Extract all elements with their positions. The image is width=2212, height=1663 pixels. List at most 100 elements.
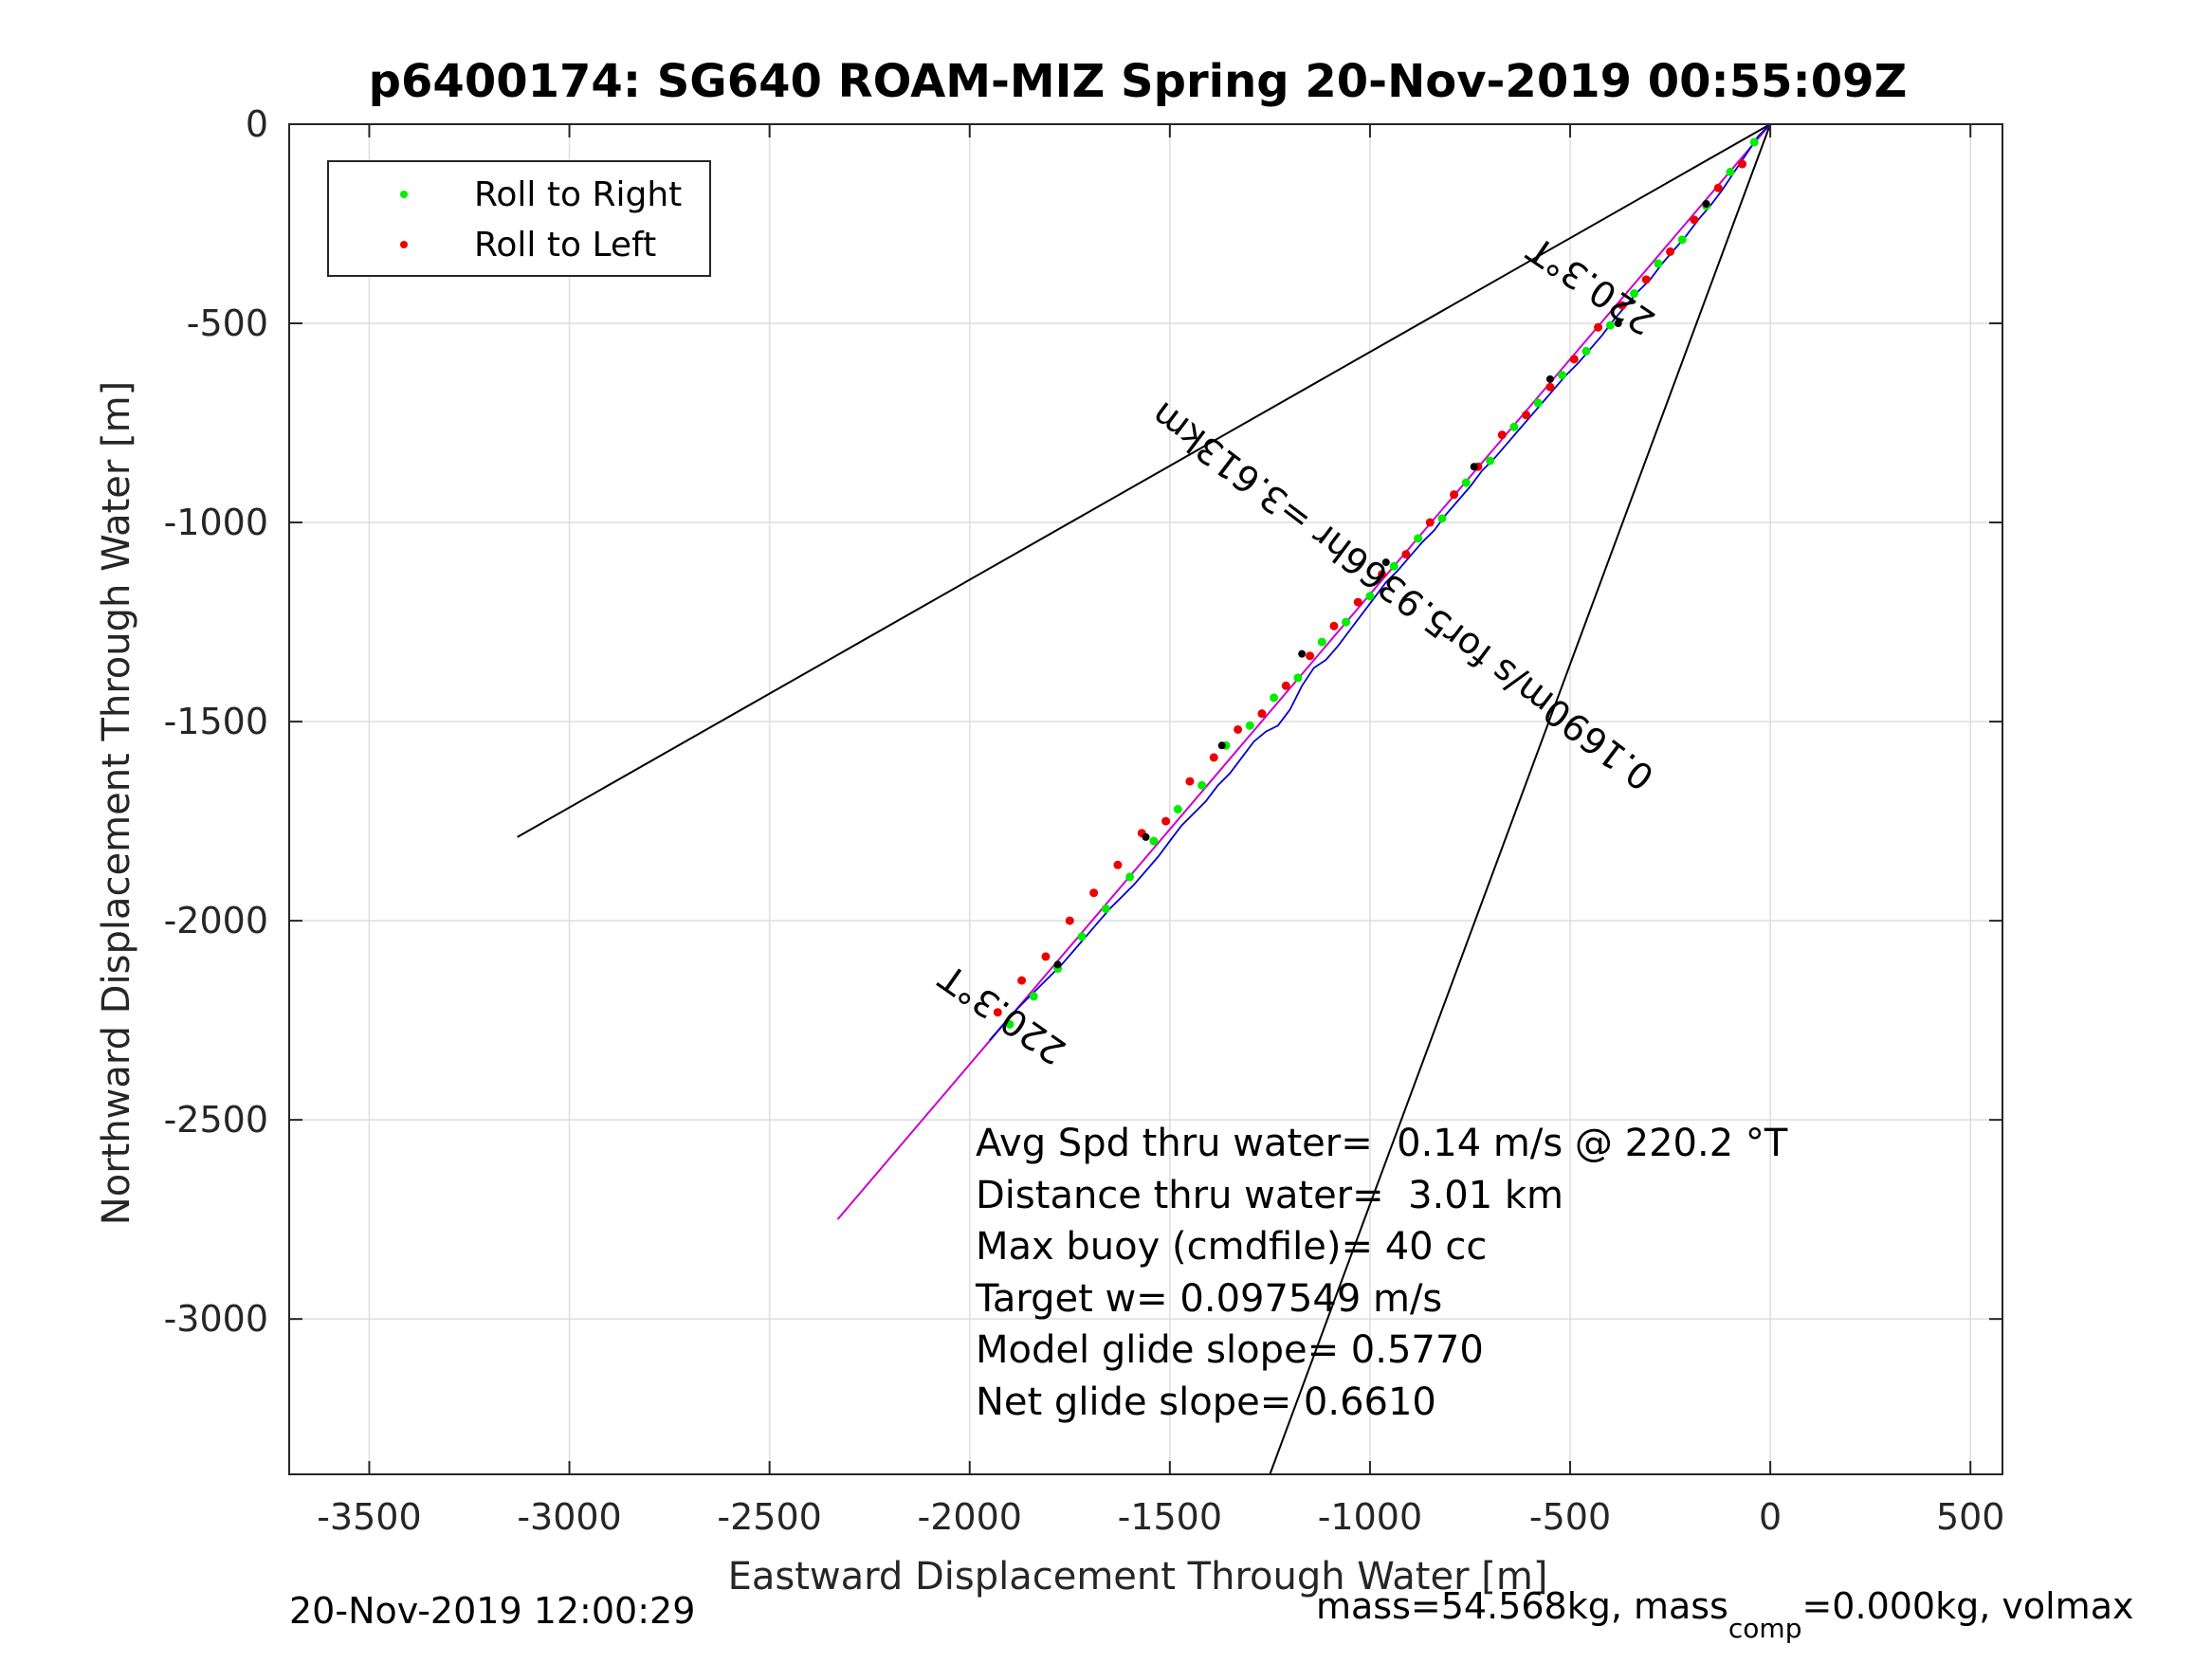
ticks-layer: -3500 -3000 -2500 -2000 -1500 -1000 -500 0 500 0 -… (164, 103, 2005, 1538)
annotations-layer: 220.3°T0.1690m/s for5.9366hr =3.613km220… (931, 228, 1662, 1072)
roll-left-point (1161, 816, 1171, 826)
stat-target-w: Target w= 0.097549 m/s (975, 1277, 1442, 1321)
y-tick-label: -2500 (164, 1099, 268, 1141)
roll-left-point (1353, 597, 1362, 607)
roll-right-point (1389, 561, 1398, 571)
roll-right-point (1533, 398, 1543, 408)
roll-right-point (1365, 592, 1375, 601)
plot-frame (288, 123, 2003, 1475)
cone-upper-line (517, 123, 1771, 838)
roll-right-point (1197, 780, 1207, 790)
roll-left-point (1594, 322, 1603, 332)
chart-title: p6400174: SG640 ROAM-MIZ Spring 20-Nov-2… (369, 55, 1908, 108)
legend-marker-roll-right (400, 191, 408, 198)
stat-model-glide-slope: Model glide slope= 0.5770 (976, 1328, 1484, 1372)
x-tick-label: 0 (1759, 1496, 1782, 1538)
roll-right-point (1509, 422, 1519, 431)
roll-right-point (1077, 932, 1087, 941)
roll-right-point (1293, 673, 1303, 683)
x-tick-label: -3500 (317, 1496, 421, 1538)
y-tick-label: -3000 (164, 1298, 268, 1340)
y-tick-label: 0 (246, 103, 268, 145)
roll-right-point (1125, 872, 1135, 882)
roll-left-point (1185, 777, 1195, 786)
roll-left-point (1569, 355, 1579, 364)
y-tick-label: -2000 (164, 900, 268, 941)
y-axis-label: Northward Displacement Through Water [m] (95, 381, 138, 1225)
roll-left-point (1281, 681, 1290, 690)
roll-right-point (1630, 289, 1639, 299)
roll-left-point (1041, 952, 1051, 961)
roll-left-point (1522, 411, 1531, 420)
roll-left-point (1690, 215, 1699, 225)
x-tick-label: 500 (1936, 1496, 2005, 1538)
pitch-point (1614, 320, 1622, 328)
x-tick-label: -3000 (517, 1496, 621, 1538)
pitch-point (1545, 375, 1554, 383)
stats-block: Avg Spd thru water= 0.14 m/s @ 220.2 °T … (975, 1122, 1788, 1424)
y-tick-label: -1000 (164, 502, 268, 543)
roll-right-point (1605, 320, 1615, 330)
roll-right-point (1677, 235, 1687, 245)
pitch-point (1470, 463, 1478, 471)
roll-left-point (1089, 888, 1099, 898)
roll-left-point (1641, 275, 1651, 284)
roll-left-point (1065, 916, 1074, 925)
x-tick-label: -2500 (717, 1496, 821, 1538)
x-tick-label: -1000 (1318, 1496, 1422, 1538)
roll-left-point (1618, 301, 1627, 310)
footer-mass-suffix: =0.000kg, volmax (1801, 1585, 2133, 1627)
stat-net-glide-slope: Net glide slope= 0.6610 (976, 1380, 1436, 1424)
roll-right-point (1749, 137, 1759, 147)
stat-avg-speed: Avg Spd thru water= 0.14 m/s @ 220.2 °T (976, 1122, 1788, 1165)
roll-left-point (1713, 183, 1723, 192)
legend: Roll to Right Roll to Left (327, 160, 711, 277)
roll-right-point (1101, 905, 1110, 914)
grid-layer (289, 123, 2002, 1474)
roll-left-point (1113, 860, 1123, 869)
y-tick-label: -500 (187, 302, 268, 344)
roll-left-point (1378, 570, 1387, 579)
roll-left-point (1234, 724, 1243, 734)
roll-left-point (1450, 490, 1459, 500)
pitch-point (1053, 960, 1062, 969)
roll-left-point (1666, 247, 1675, 256)
roll-right-point (1029, 992, 1038, 1001)
roll-left-point (1257, 709, 1267, 719)
legend-marker-roll-left (400, 241, 408, 248)
roll-right-point (1581, 346, 1591, 356)
roll-right-point (1558, 371, 1567, 380)
pitch-point (1381, 558, 1390, 567)
x-axis-label: Eastward Displacement Through Water [m] (728, 1555, 1548, 1599)
footer-mass-info: mass=54.568kg, masscomp=0.000kg, volmax (1316, 1585, 2133, 1644)
track-annotation: 0.1690m/s for5.9366hr =3.613km (1143, 393, 1662, 798)
roll-left-point (1425, 518, 1435, 527)
footer-mass-subscript: comp (1728, 1613, 1802, 1644)
footer-timestamp: 20-Nov-2019 12:00:29 (289, 1590, 695, 1632)
roll-right-point (1317, 637, 1326, 647)
roll-left-point (1017, 976, 1027, 985)
roll-left-point (1738, 159, 1747, 169)
stat-max-buoy: Max buoy (cmdfile)= 40 cc (976, 1225, 1487, 1269)
legend-label-roll-left: Roll to Left (474, 226, 656, 265)
lines-layer (517, 123, 1772, 1475)
roll-left-point (993, 1008, 1002, 1017)
y-tick-label: -1500 (164, 701, 268, 742)
stat-distance: Distance thru water= 3.01 km (976, 1174, 1563, 1217)
pitch-point (1217, 741, 1226, 750)
pitch-point (1702, 200, 1710, 209)
footer-mass-prefix: mass=54.568kg, mass (1316, 1585, 1728, 1627)
roll-left-point (1306, 651, 1315, 661)
roll-right-point (1414, 534, 1423, 543)
roll-right-point (1461, 478, 1471, 487)
roll-left-point (1209, 753, 1218, 762)
roll-left-point (1401, 550, 1411, 559)
x-tick-label: -2000 (918, 1496, 1022, 1538)
roll-right-point (1437, 514, 1447, 523)
measured-track-line (989, 123, 1771, 1041)
roll-left-point (1497, 430, 1507, 440)
roll-right-point (1486, 456, 1495, 466)
track-annotation: 220.3°T (1520, 228, 1662, 342)
